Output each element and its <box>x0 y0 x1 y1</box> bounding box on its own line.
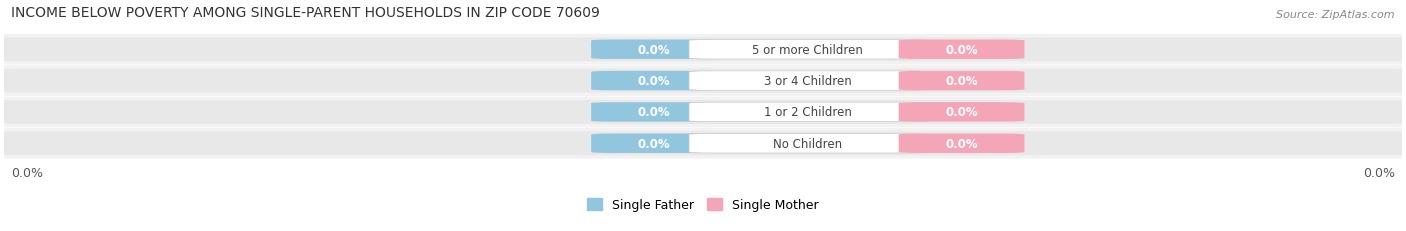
Text: 1 or 2 Children: 1 or 2 Children <box>763 106 852 119</box>
Text: INCOME BELOW POVERTY AMONG SINGLE-PARENT HOUSEHOLDS IN ZIP CODE 70609: INCOME BELOW POVERTY AMONG SINGLE-PARENT… <box>11 6 600 20</box>
FancyBboxPatch shape <box>591 134 717 153</box>
FancyBboxPatch shape <box>898 134 1025 153</box>
FancyBboxPatch shape <box>898 72 1025 91</box>
Text: 0.0%: 0.0% <box>945 137 979 150</box>
Text: 0.0%: 0.0% <box>638 75 671 88</box>
Text: 0.0%: 0.0% <box>638 106 671 119</box>
FancyBboxPatch shape <box>591 40 717 60</box>
FancyBboxPatch shape <box>591 103 717 122</box>
FancyBboxPatch shape <box>898 40 1025 60</box>
FancyBboxPatch shape <box>0 38 1406 62</box>
FancyBboxPatch shape <box>4 128 1402 159</box>
FancyBboxPatch shape <box>0 132 1406 155</box>
Text: 0.0%: 0.0% <box>638 137 671 150</box>
Text: 0.0%: 0.0% <box>11 166 44 179</box>
Text: 3 or 4 Children: 3 or 4 Children <box>763 75 852 88</box>
Text: 0.0%: 0.0% <box>638 44 671 57</box>
FancyBboxPatch shape <box>689 40 927 60</box>
Text: Source: ZipAtlas.com: Source: ZipAtlas.com <box>1277 10 1395 20</box>
FancyBboxPatch shape <box>898 103 1025 122</box>
Text: 0.0%: 0.0% <box>1362 166 1395 179</box>
FancyBboxPatch shape <box>4 66 1402 97</box>
Legend: Single Father, Single Mother: Single Father, Single Mother <box>588 198 818 211</box>
Text: 5 or more Children: 5 or more Children <box>752 44 863 57</box>
FancyBboxPatch shape <box>689 72 927 91</box>
FancyBboxPatch shape <box>689 103 927 122</box>
FancyBboxPatch shape <box>4 97 1402 128</box>
Text: No Children: No Children <box>773 137 842 150</box>
Text: 0.0%: 0.0% <box>945 44 979 57</box>
FancyBboxPatch shape <box>4 35 1402 65</box>
Text: 0.0%: 0.0% <box>945 106 979 119</box>
FancyBboxPatch shape <box>0 69 1406 93</box>
FancyBboxPatch shape <box>689 134 927 153</box>
FancyBboxPatch shape <box>0 100 1406 124</box>
FancyBboxPatch shape <box>591 72 717 91</box>
Text: 0.0%: 0.0% <box>945 75 979 88</box>
